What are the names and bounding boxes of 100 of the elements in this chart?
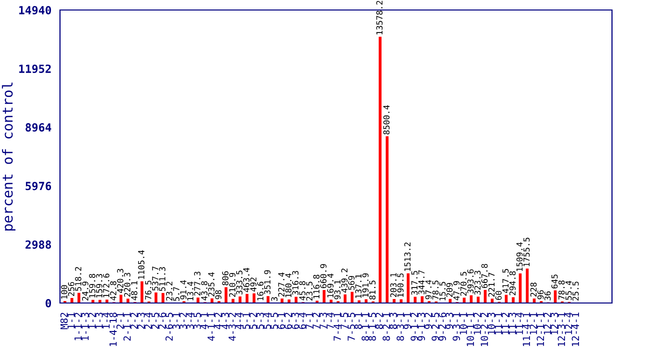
data-label: 660.9 (320, 264, 327, 288)
x-tick-label: 2-6-5 (165, 312, 173, 341)
x-tick-label: 12-1-1 (536, 312, 544, 346)
y-tick-label: 2988 (26, 240, 51, 249)
data-label: 180.4 (285, 273, 292, 298)
x-tick-label: 9-2-5 (432, 312, 440, 341)
data-label: 209 (446, 283, 453, 297)
data-label: 317.5 (411, 270, 418, 295)
x-tick-label: 1-1 (68, 312, 75, 328)
x-tick-label: M82 (60, 312, 68, 330)
data-label: 78.8 (558, 280, 565, 300)
data-label: 47.9 (453, 281, 460, 300)
x-tick-label: 1-4 (102, 312, 110, 328)
data-label: 169.4 (327, 274, 334, 298)
data-label: 333.5 (236, 270, 242, 295)
data-label: 137.1 (355, 274, 362, 298)
x-tick-label: 2-2 (130, 312, 138, 329)
x-tick-label: 3-4 (186, 312, 194, 329)
data-label: 76.5 (145, 280, 152, 300)
x-tick-label: 12-1 (530, 312, 537, 334)
x-tick-label: 11-4 (516, 312, 523, 334)
data-label: 420.3 (117, 268, 124, 293)
y-tick-label: 5976 (26, 182, 52, 190)
data-label: 15.5 (439, 282, 446, 300)
data-label: 5.7 (173, 287, 180, 301)
data-label: 277.3 (194, 272, 200, 296)
data-label: 518.2 (75, 267, 82, 291)
x-tick-label: 8-3 (390, 312, 397, 329)
data-label: 393.6 (467, 269, 474, 294)
x-tick-label: 11-4-1 (522, 312, 530, 346)
data-label: 667.8 (481, 264, 488, 288)
data-label: 221.7 (488, 272, 495, 297)
data-label: 25.5 (572, 282, 579, 300)
x-tick-label: 6-4 (298, 312, 306, 329)
x-tick-label: 9-1-2 (410, 312, 418, 341)
x-tick-label: 7-3 (320, 312, 327, 329)
data-label: 43.8 (201, 281, 208, 300)
data-label: 463.4 (243, 268, 250, 292)
x-tick-label: 10-2-2 (480, 312, 488, 346)
x-tick-label: 12-3-1 (558, 312, 566, 346)
x-tick-label: 9-2 (424, 312, 432, 329)
x-tick-label: 1-3 (95, 312, 103, 328)
data-label: 13578.2 (376, 0, 383, 34)
y-tick-label: 11952 (19, 64, 51, 74)
x-tick-label: 9-3-1 (452, 312, 460, 341)
x-tick-label: 11-1 (494, 312, 502, 334)
data-label: 1755.5 (523, 238, 530, 266)
x-tick-label: 3-2 (179, 312, 187, 329)
x-tick-label: 4-4 (236, 312, 243, 330)
x-tick-label: 6-2 (284, 312, 292, 329)
data-label: 97.4 (425, 280, 432, 300)
x-tick-label: 2-5 (151, 312, 159, 329)
data-label: 16.6 (257, 282, 264, 300)
data-label: 172.6 (103, 274, 110, 298)
x-tick-label: 5-3 (256, 312, 264, 329)
data-label: 417.5 (502, 269, 509, 294)
data-label: 96 (537, 290, 544, 300)
data-label: 8500.4 (383, 105, 390, 134)
data-label: 48.1 (131, 281, 138, 300)
x-tick-label: 2-1-1 (123, 312, 131, 341)
data-label: 98 (215, 290, 222, 300)
x-tick-label: 5-1 (242, 312, 250, 329)
data-label: 159.8 (89, 274, 96, 298)
x-tick-label: 9-1-3 (418, 312, 426, 341)
data-label: 227.4 (278, 272, 284, 297)
data-label: 23.5 (306, 282, 313, 301)
data-label: 492 (250, 278, 256, 292)
data-label: 1509.4 (516, 242, 523, 272)
x-tick-label: 9-3 (446, 312, 454, 329)
data-label: 55.4 (566, 280, 572, 300)
data-label: 323.3 (474, 270, 481, 295)
x-tick-label: 2-1 (116, 312, 124, 329)
data-label: 191.9 (362, 273, 369, 297)
data-label: 159.3 (96, 274, 102, 298)
data-label: 569 (348, 276, 355, 290)
data-label: 45.8 (299, 281, 306, 300)
x-tick-label: 8-3-1 (396, 312, 404, 341)
data-label: 645 (551, 274, 558, 288)
x-tick-label: 12-4 (564, 312, 572, 334)
x-tick-label: 7-4-1 (334, 312, 341, 341)
data-label: 1513.2 (404, 242, 411, 271)
data-label: 78.5 (432, 280, 439, 300)
data-label: 1105.4 (138, 250, 144, 279)
y-axis-title: percent of control (2, 82, 16, 230)
data-label: 806 (222, 271, 228, 286)
data-label: 93.1 (334, 280, 341, 300)
data-label: 203.1 (390, 273, 397, 298)
data-label: 23.2 (166, 282, 172, 301)
x-tick-label: 3-5 (193, 312, 201, 329)
data-label: 91.4 (180, 280, 186, 300)
x-tick-label: 9-1 (404, 312, 411, 329)
x-tick-label: 5-4 (264, 312, 271, 329)
data-label: 42.8 (110, 281, 116, 300)
data-label: 316.3 (292, 270, 299, 295)
data-label: 81.5 (369, 280, 376, 300)
x-tick-label: 12-4-1 (572, 312, 579, 346)
x-tick-label: 2-3 (137, 312, 145, 329)
data-label: 511.3 (159, 267, 166, 291)
x-tick-label: 7-4 (326, 312, 334, 329)
x-tick-label: 2-4 (144, 312, 152, 329)
